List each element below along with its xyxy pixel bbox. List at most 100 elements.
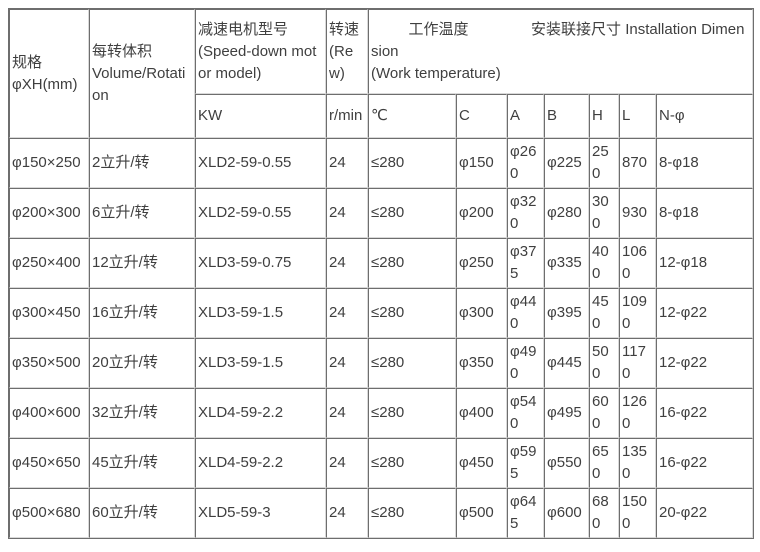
- cell-temp-c: ≤280: [368, 188, 456, 238]
- cell-volume: 32立升/转: [89, 388, 195, 438]
- cell-dim-l: 930: [619, 188, 656, 238]
- cell-dim-b: φ335: [544, 238, 589, 288]
- cell-speed: 24: [326, 388, 368, 438]
- table-row: φ450×650 45立升/转 XLD4-59-2.2 24 ≤280 φ450 φ595 φ…: [9, 438, 754, 488]
- cell-spec: φ350×500: [9, 338, 89, 388]
- cell-temp-c: ≤280: [368, 388, 456, 438]
- header-temp-install: 工作温度 安装联接尺寸 Installation Dimension (Work…: [368, 9, 754, 94]
- table-row: φ400×600 32立升/转 XLD4-59-2.2 24 ≤280 φ400 φ540 φ…: [9, 388, 754, 438]
- cell-dim-h: 400: [589, 238, 619, 288]
- cell-spec: φ450×650: [9, 438, 89, 488]
- table-row: φ300×450 16立升/转 XLD3-59-1.5 24 ≤280 φ300 φ440 φ…: [9, 288, 754, 338]
- cell-dim-c: φ200: [456, 188, 507, 238]
- cell-speed: 24: [326, 338, 368, 388]
- header-rmin: r/min: [326, 94, 368, 138]
- cell-spec: φ200×300: [9, 188, 89, 238]
- cell-dim-l: 1500: [619, 488, 656, 538]
- cell-dim-l: 1350: [619, 438, 656, 488]
- header-row-1: 规格 φXH(mm) 每转体积 Volume/Rotation 减速电机型号 (…: [9, 9, 754, 138]
- cell-speed: 24: [326, 438, 368, 488]
- cell-dim-l: 1170: [619, 338, 656, 388]
- cell-dim-nphi: 12-φ18: [656, 238, 754, 288]
- cell-spec: φ250×400: [9, 238, 89, 288]
- table-row: φ500×680 60立升/转 XLD5-59-3 24 ≤280 φ500 φ645 φ60…: [9, 488, 754, 538]
- cell-dim-nphi: 16-φ22: [656, 388, 754, 438]
- header-kw: KW: [195, 94, 326, 138]
- header-col-b: B: [544, 94, 589, 138]
- cell-dim-c: φ350: [456, 338, 507, 388]
- cell-volume: 45立升/转: [89, 438, 195, 488]
- cell-speed: 24: [326, 188, 368, 238]
- cell-spec: φ300×450: [9, 288, 89, 338]
- cell-dim-b: φ395: [544, 288, 589, 338]
- cell-dim-b: φ445: [544, 338, 589, 388]
- cell-dim-nphi: 8-φ18: [656, 138, 754, 188]
- cell-volume: 2立升/转: [89, 138, 195, 188]
- table-row: φ250×400 12立升/转 XLD3-59-0.75 24 ≤280 φ250 φ375…: [9, 238, 754, 288]
- cell-spec: φ150×250: [9, 138, 89, 188]
- header-col-c: C: [456, 94, 507, 138]
- cell-model: XLD2-59-0.55: [195, 188, 326, 238]
- header-col-degc: ℃: [368, 94, 456, 138]
- cell-dim-l: 1090: [619, 288, 656, 338]
- cell-dim-a: φ595: [507, 438, 544, 488]
- cell-temp-c: ≤280: [368, 288, 456, 338]
- cell-volume: 16立升/转: [89, 288, 195, 338]
- table-row: φ350×500 20立升/转 XLD3-59-1.5 24 ≤280 φ350 φ490 φ…: [9, 338, 754, 388]
- cell-dim-c: φ250: [456, 238, 507, 288]
- cell-volume: 6立升/转: [89, 188, 195, 238]
- cell-volume: 60立升/转: [89, 488, 195, 538]
- cell-dim-nphi: 8-φ18: [656, 188, 754, 238]
- spec-table: 规格 φXH(mm) 每转体积 Volume/Rotation 减速电机型号 (…: [8, 8, 755, 539]
- cell-spec: φ500×680: [9, 488, 89, 538]
- cell-model: XLD3-59-0.75: [195, 238, 326, 288]
- cell-model: XLD4-59-2.2: [195, 388, 326, 438]
- cell-dim-c: φ500: [456, 488, 507, 538]
- cell-speed: 24: [326, 238, 368, 288]
- cell-model: XLD5-59-3: [195, 488, 326, 538]
- cell-dim-h: 250: [589, 138, 619, 188]
- cell-dim-h: 450: [589, 288, 619, 338]
- cell-dim-b: φ600: [544, 488, 589, 538]
- cell-spec: φ400×600: [9, 388, 89, 438]
- cell-dim-h: 680: [589, 488, 619, 538]
- cell-speed: 24: [326, 138, 368, 188]
- cell-model: XLD3-59-1.5: [195, 338, 326, 388]
- header-row-2: KW r/min ℃ C A B H L N-φ: [9, 94, 754, 138]
- cell-dim-l: 870: [619, 138, 656, 188]
- cell-speed: 24: [326, 288, 368, 338]
- cell-dim-a: φ320: [507, 188, 544, 238]
- cell-dim-nphi: 12-φ22: [656, 288, 754, 338]
- cell-model: XLD4-59-2.2: [195, 438, 326, 488]
- header-volume: 每转体积 Volume/Rotation: [89, 9, 195, 138]
- cell-model: XLD3-59-1.5: [195, 288, 326, 338]
- cell-dim-c: φ300: [456, 288, 507, 338]
- cell-dim-b: φ550: [544, 438, 589, 488]
- cell-dim-a: φ375: [507, 238, 544, 288]
- cell-dim-b: φ495: [544, 388, 589, 438]
- cell-volume: 20立升/转: [89, 338, 195, 388]
- cell-dim-nphi: 16-φ22: [656, 438, 754, 488]
- header-col-l: L: [619, 94, 656, 138]
- cell-temp-c: ≤280: [368, 238, 456, 288]
- cell-dim-c: φ450: [456, 438, 507, 488]
- cell-dim-c: φ400: [456, 388, 507, 438]
- header-spec: 规格 φXH(mm): [9, 9, 89, 138]
- cell-dim-h: 300: [589, 188, 619, 238]
- cell-dim-h: 650: [589, 438, 619, 488]
- cell-dim-a: φ540: [507, 388, 544, 438]
- header-col-nphi: N-φ: [656, 94, 754, 138]
- cell-dim-l: 1060: [619, 238, 656, 288]
- cell-dim-c: φ150: [456, 138, 507, 188]
- cell-dim-b: φ225: [544, 138, 589, 188]
- cell-dim-h: 500: [589, 338, 619, 388]
- cell-dim-a: φ490: [507, 338, 544, 388]
- cell-dim-a: φ645: [507, 488, 544, 538]
- cell-temp-c: ≤280: [368, 438, 456, 488]
- cell-dim-nphi: 12-φ22: [656, 338, 754, 388]
- cell-temp-c: ≤280: [368, 488, 456, 538]
- cell-dim-h: 600: [589, 388, 619, 438]
- cell-dim-l: 1260: [619, 388, 656, 438]
- cell-dim-b: φ280: [544, 188, 589, 238]
- cell-temp-c: ≤280: [368, 138, 456, 188]
